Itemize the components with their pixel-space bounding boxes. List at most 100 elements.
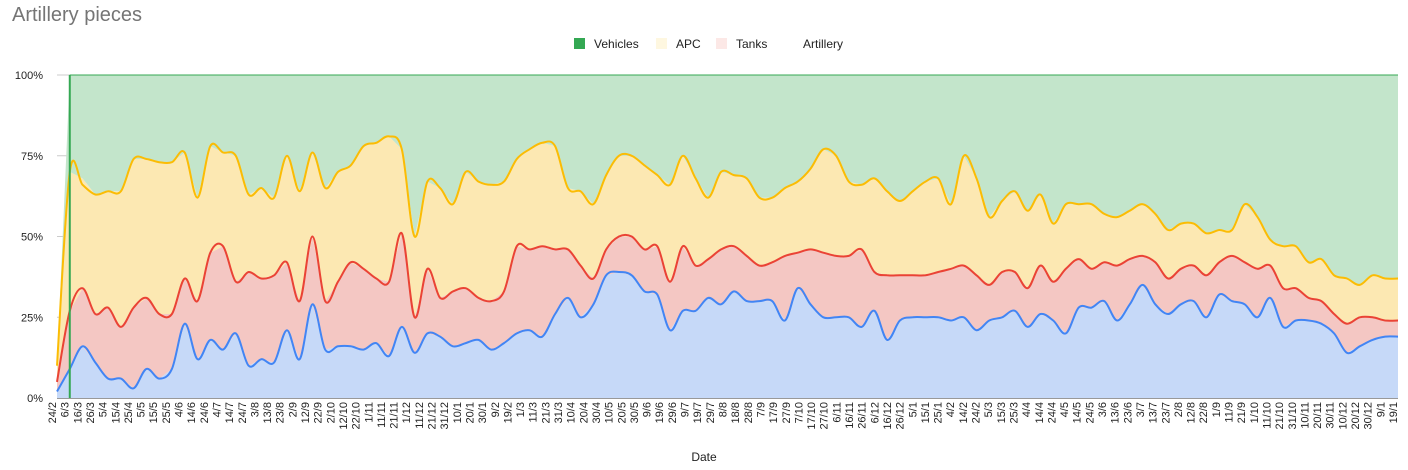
x-tick-label: 25/3 xyxy=(1009,402,1021,423)
legend-label-artillery: Artillery xyxy=(803,37,844,51)
x-tick-label: 20/5 xyxy=(616,402,628,423)
x-tick-label: 20/12 xyxy=(1350,402,1362,430)
x-tick-label: 4/4 xyxy=(1021,402,1033,417)
x-tick-label: 15/1 xyxy=(920,402,932,423)
x-tick-label: 23/8 xyxy=(275,402,287,423)
legend-item-artillery[interactable]: Artillery xyxy=(783,36,843,52)
y-tick-label: 100% xyxy=(15,70,43,82)
area-vehicles xyxy=(57,75,1398,366)
x-tick-label: 11/12 xyxy=(414,402,426,429)
x-tick-label: 14/5 xyxy=(1072,402,1084,423)
x-tick-label: 2/9 xyxy=(287,402,299,417)
x-tick-label: 14/7 xyxy=(224,402,236,423)
y-tick-label: 0% xyxy=(27,393,43,405)
x-tick-label: 12/10 xyxy=(338,402,350,430)
legend-label-tanks: Tanks xyxy=(736,37,768,51)
x-tick-label: 20/1 xyxy=(465,402,477,423)
x-tick-label: 13/6 xyxy=(1110,402,1122,423)
x-tick-label: 24/2 xyxy=(47,402,59,423)
x-tick-label: 23/6 xyxy=(1122,402,1134,423)
legend-swatch-apc xyxy=(656,38,667,49)
x-tick-label: 7/9 xyxy=(756,402,768,417)
x-tick-label: 19/7 xyxy=(692,402,704,423)
x-tick-label: 22/10 xyxy=(351,402,363,430)
x-tick-label: 11/9 xyxy=(1224,402,1236,423)
x-tick-label: 1/10 xyxy=(1249,402,1261,423)
x-tick-label: 14/6 xyxy=(186,402,198,423)
x-tick-label: 1/3 xyxy=(515,402,527,417)
x-tick-label: 21/12 xyxy=(427,402,439,430)
legend-label-apc: APC xyxy=(676,37,701,51)
x-tick-label: 14/4 xyxy=(1034,402,1046,423)
x-tick-label: 5/3 xyxy=(983,402,995,417)
x-tick-label: 16/11 xyxy=(844,402,856,429)
x-tick-label: 19/1 xyxy=(1388,402,1400,423)
x-tick-label: 24/5 xyxy=(1084,402,1096,423)
x-tick-label: 10/4 xyxy=(566,402,578,423)
x-tick-label: 5/4 xyxy=(98,402,110,417)
series-lines xyxy=(56,74,1399,398)
x-tick-label: 6/3 xyxy=(60,402,72,417)
x-tick-label: 1/12 xyxy=(401,402,413,423)
area-apc xyxy=(57,136,1398,382)
legend-item-apc[interactable]: APC xyxy=(656,36,701,52)
x-axis-ticks: 24/2 6/3 16/3 26/3 5/4 15/4 25/4 5/5 15/5 25/5 4/6… xyxy=(47,402,1400,430)
legend-swatch-artillery xyxy=(783,38,794,49)
x-tick-label: 29/7 xyxy=(705,402,717,423)
x-tick-label: 21/11 xyxy=(389,402,401,429)
legend-item-vehicles[interactable]: Vehicles xyxy=(574,36,639,52)
x-tick-label: 15/3 xyxy=(996,402,1008,423)
x-tick-label: 10/11 xyxy=(1299,402,1311,429)
line-apc xyxy=(56,135,1399,366)
x-tick-label: 21/10 xyxy=(1274,402,1286,430)
x-tick-label: 1/9 xyxy=(1211,402,1223,417)
x-tick-label: 28/8 xyxy=(743,402,755,423)
x-tick-label: 2/10 xyxy=(325,402,337,423)
x-tick-label: 19/6 xyxy=(654,402,666,423)
x-tick-label: 4/2 xyxy=(945,402,957,417)
x-tick-label: 11/11 xyxy=(376,402,388,428)
x-tick-label: 25/1 xyxy=(933,402,945,423)
legend-swatch-tanks xyxy=(716,38,727,49)
x-tick-label: 3/7 xyxy=(1135,402,1147,417)
x-tick-label: 23/7 xyxy=(1160,402,1172,423)
x-tick-label: 16/3 xyxy=(72,402,84,423)
x-tick-label: 13/7 xyxy=(1148,402,1160,423)
x-tick-label: 7/10 xyxy=(793,402,805,423)
x-tick-label: 12/8 xyxy=(1186,402,1198,423)
x-tick-label: 5/1 xyxy=(907,402,919,417)
x-tick-label: 15/5 xyxy=(148,402,160,423)
x-tick-label: 26/3 xyxy=(85,402,97,423)
x-tick-label: 24/7 xyxy=(237,402,249,423)
x-tick-label: 20/11 xyxy=(1312,402,1324,429)
x-tick-label: 1/11 xyxy=(363,402,375,423)
x-tick-label: 11/10 xyxy=(1262,402,1274,429)
x-tick-label: 3/8 xyxy=(249,402,261,417)
x-tick-label: 3/6 xyxy=(1097,402,1109,417)
x-tick-label: 19/2 xyxy=(502,402,514,423)
x-tick-label: 5/5 xyxy=(136,402,148,417)
x-tick-label: 31/12 xyxy=(439,402,451,430)
x-tick-label: 10/5 xyxy=(604,402,616,423)
x-tick-label: 26/11 xyxy=(857,402,869,429)
x-tick-label: 9/1 xyxy=(1375,402,1387,417)
x-tick-label: 6/12 xyxy=(869,402,881,423)
x-tick-label: 30/1 xyxy=(477,402,489,423)
x-tick-label: 30/5 xyxy=(629,402,641,423)
x-tick-label: 10/12 xyxy=(1337,402,1349,430)
x-tick-label: 25/4 xyxy=(123,402,135,423)
x-tick-label: 17/10 xyxy=(806,402,818,430)
x-tick-label: 14/2 xyxy=(958,402,970,423)
legend-item-tanks[interactable]: Tanks xyxy=(716,36,767,52)
x-tick-label: 26/12 xyxy=(895,402,907,430)
x-tick-label: 15/4 xyxy=(110,402,122,423)
x-tick-label: 10/1 xyxy=(452,402,464,423)
y-tick-label: 75% xyxy=(21,151,43,163)
x-tick-label: 31/3 xyxy=(553,402,565,423)
legend-label-vehicles: Vehicles xyxy=(594,37,639,51)
y-axis-ticks: 0% 25% 50% 75% 100% xyxy=(15,70,43,405)
chart-legend: Vehicles APC Tanks Artillery xyxy=(0,36,1408,54)
x-tick-label: 30/11 xyxy=(1325,402,1337,429)
x-tick-label: 24/4 xyxy=(1046,402,1058,423)
x-tick-label: 29/6 xyxy=(667,402,679,423)
